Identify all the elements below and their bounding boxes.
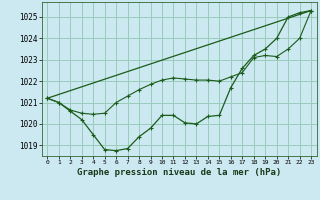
X-axis label: Graphe pression niveau de la mer (hPa): Graphe pression niveau de la mer (hPa) bbox=[77, 168, 281, 177]
